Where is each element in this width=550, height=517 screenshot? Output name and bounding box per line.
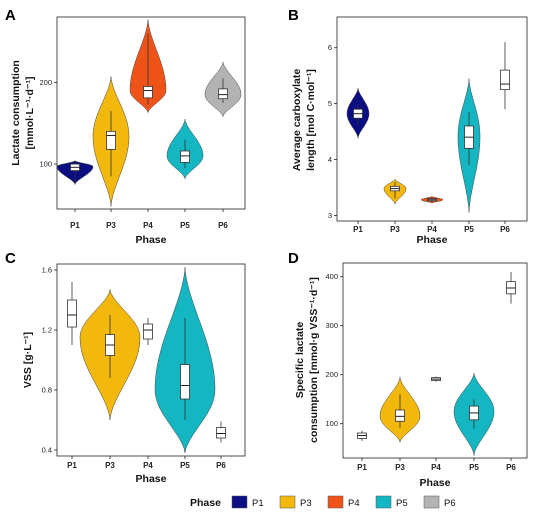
box-c-p1 bbox=[67, 299, 77, 328]
x-axis-title-d: Phase bbox=[420, 477, 451, 489]
x-tick-label-a-3: P5 bbox=[180, 221, 190, 230]
y-tick-label-b-1: 4 bbox=[328, 155, 332, 164]
y-tick-label-c-0: 0.4 bbox=[42, 446, 52, 455]
box-c-p4 bbox=[143, 323, 153, 340]
legend-label-p4: P4 bbox=[348, 498, 360, 509]
plot-frame-c bbox=[56, 263, 246, 457]
box-a-p6 bbox=[218, 88, 228, 100]
y-tick-label-d-1: 200 bbox=[325, 370, 338, 379]
legend-key-p6 bbox=[423, 495, 440, 509]
box-b-p6 bbox=[500, 69, 510, 91]
x-tick-label-c-4: P6 bbox=[216, 461, 226, 470]
legend: Phase P1 P3 P4 P5 P6 bbox=[190, 495, 456, 509]
legend-label-p6: P6 bbox=[444, 498, 456, 509]
x-tick-label-d-2: P4 bbox=[431, 463, 441, 472]
panel-label-d: D bbox=[288, 250, 299, 267]
legend-key-p3 bbox=[279, 495, 296, 509]
legend-label-p5: P5 bbox=[396, 498, 408, 509]
x-tick-label-b-4: P6 bbox=[500, 225, 510, 234]
x-tick-label-c-3: P5 bbox=[180, 461, 190, 470]
box-a-p5 bbox=[180, 150, 190, 163]
x-tick-label-d-3: P5 bbox=[469, 463, 479, 472]
y-axis-title-a-line1: Lactate consumption bbox=[10, 60, 22, 166]
panel-label-b: B bbox=[288, 7, 299, 24]
y-tick-label-a-1: 200 bbox=[39, 78, 52, 87]
x-tick-label-b-3: P5 bbox=[464, 225, 474, 234]
legend-label-p3: P3 bbox=[300, 498, 312, 509]
panel-c: C 0.4 0.8 1.2 1.6 P1 P3 P4 P5 P6 Phase VSS [g·L⁻… bbox=[5, 250, 246, 485]
y-axis-title-a-line2: [mmol·L⁻¹·d⁻¹] bbox=[24, 77, 36, 150]
y-axis-title-b-line1: Average carboxylate bbox=[291, 69, 303, 171]
x-tick-label-a-0: P1 bbox=[70, 221, 80, 230]
x-tick-label-b-1: P3 bbox=[390, 225, 400, 234]
legend-title: Phase bbox=[190, 497, 221, 509]
y-tick-label-a-0: 100 bbox=[39, 160, 52, 169]
y-tick-label-b-0: 3 bbox=[328, 211, 332, 220]
plot-frame-d bbox=[342, 262, 528, 459]
panel-label-c: C bbox=[5, 250, 16, 267]
panel-b: B 3 4 5 6 P1 P3 P4 P5 P6 Phase Average carboxyla… bbox=[288, 7, 528, 246]
y-tick-label-b-2: 5 bbox=[328, 99, 332, 108]
y-tick-label-d-2: 300 bbox=[325, 321, 338, 330]
legend-key-p5 bbox=[375, 495, 392, 509]
y-axis-title-d-line1: Specific lactate bbox=[294, 322, 306, 399]
x-tick-label-c-2: P4 bbox=[143, 461, 153, 470]
box-a-p4 bbox=[143, 86, 153, 99]
legend-label-p1: P1 bbox=[252, 498, 264, 509]
y-axis-title-b-line2: length [mol C·mol⁻¹] bbox=[305, 69, 317, 171]
y-tick-label-c-3: 1.6 bbox=[42, 266, 52, 275]
y-tick-label-c-2: 1.2 bbox=[42, 326, 52, 335]
box-c-p6 bbox=[216, 427, 226, 439]
box-a-p3 bbox=[106, 130, 116, 150]
panel-d: D 100 200 300 400 P1 P3 P4 P5 P6 Phase Specific … bbox=[288, 250, 528, 489]
x-tick-label-c-1: P3 bbox=[105, 461, 115, 470]
panel-label-a: A bbox=[5, 7, 16, 24]
y-tick-label-b-3: 6 bbox=[328, 43, 332, 52]
y-axis-title-d-line2: consumption [mmol·g VSS⁻¹·d⁻¹] bbox=[308, 277, 320, 443]
x-tick-label-b-0: P1 bbox=[353, 225, 363, 234]
panel-a: A 100 200 P1 P3 P4 P5 P6 Phase Lactate consump… bbox=[5, 7, 246, 246]
y-tick-label-d-0: 100 bbox=[325, 419, 338, 428]
legend-key-p1 bbox=[231, 495, 248, 509]
box-c-p5 bbox=[180, 364, 190, 400]
y-tick-label-d-3: 400 bbox=[325, 272, 338, 281]
x-axis-title-a: Phase bbox=[136, 234, 167, 246]
x-tick-label-a-4: P6 bbox=[218, 221, 228, 230]
x-tick-label-a-1: P3 bbox=[106, 221, 116, 230]
x-tick-label-a-2: P4 bbox=[143, 221, 153, 230]
x-tick-label-c-0: P1 bbox=[67, 461, 77, 470]
x-tick-label-d-1: P3 bbox=[395, 463, 405, 472]
x-axis-title-c: Phase bbox=[136, 473, 167, 485]
x-tick-label-d-4: P6 bbox=[506, 463, 516, 472]
plot-frame-a bbox=[56, 16, 246, 210]
y-tick-label-c-1: 0.8 bbox=[42, 386, 52, 395]
y-axis-title-c: VSS [g·L⁻¹] bbox=[22, 332, 34, 388]
box-d-p3 bbox=[395, 409, 405, 422]
x-axis-title-b: Phase bbox=[417, 234, 448, 246]
x-tick-label-b-2: P4 bbox=[427, 225, 437, 234]
legend-key-p4 bbox=[327, 495, 344, 509]
x-tick-label-d-0: P1 bbox=[357, 463, 367, 472]
